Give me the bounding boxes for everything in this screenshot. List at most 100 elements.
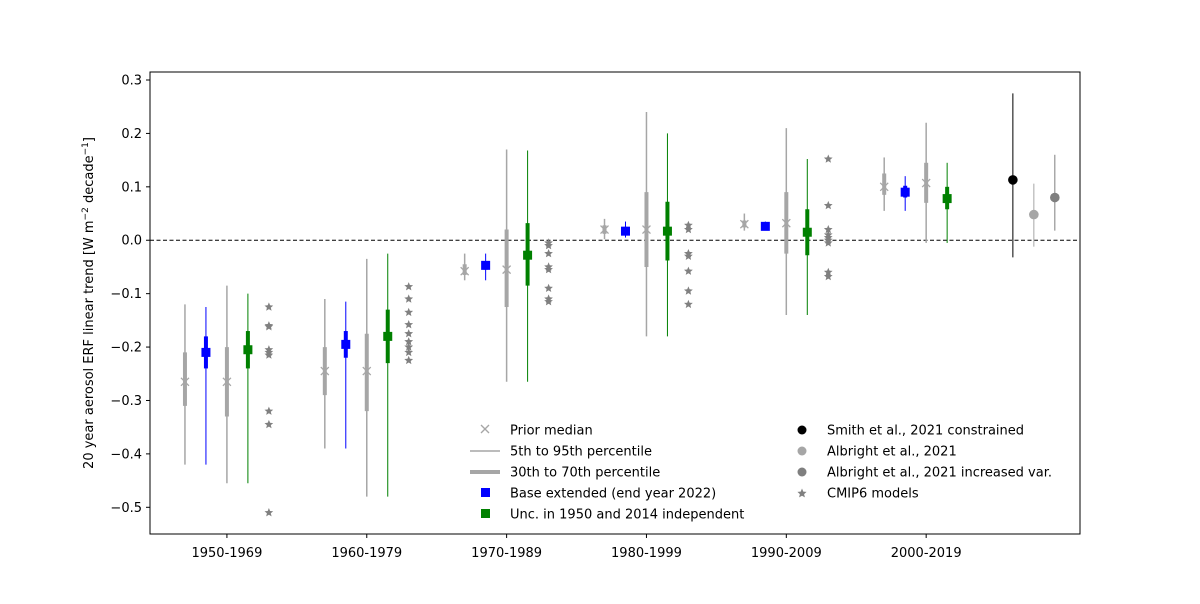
y-tick-label: −0.5	[110, 501, 142, 516]
legend-label-prior-median: Prior median	[510, 424, 593, 439]
y-tick-label: 0.3	[121, 74, 142, 89]
unc-independent-median-marker	[942, 194, 952, 204]
legend-item-base-extended: Base extended (end year 2022)	[481, 487, 716, 502]
cmip6-model-star	[544, 241, 553, 250]
legend-label-albright: Albright et al., 2021	[827, 445, 957, 460]
cmip6-model-star	[684, 299, 693, 309]
y-axis-label: 20 year aerosol ERF linear trend [W m−2 …	[81, 137, 97, 469]
y-tick-label: 0.2	[121, 127, 142, 142]
cmip6-model-star	[264, 322, 274, 331]
legend-item-smith: Smith et al., 2021 constrained	[797, 424, 1024, 439]
prior-median-b-median-x	[362, 366, 372, 376]
legend-label-cmip6: CMIP6 models	[827, 487, 919, 502]
legend: Prior median 5th to 95th percentile 30th…	[470, 424, 1052, 523]
prior-median-b-median-x	[642, 225, 651, 235]
cmip6-model-star	[544, 283, 553, 292]
unc-independent-median-marker	[802, 227, 812, 237]
albright-2021-marker	[1029, 209, 1039, 220]
cmip6-model-star	[404, 337, 414, 346]
y-axis-label-sup1: −2	[81, 207, 91, 220]
cmip6-model-star	[404, 329, 414, 338]
x-tick-label: 2000-2019	[891, 546, 962, 561]
x-tick-label: 1960-1979	[331, 546, 402, 561]
legend-label-albright-var: Albright et al., 2021 increased var.	[827, 466, 1052, 481]
cmip6-model-star	[264, 406, 274, 415]
legend-marker-green-square	[481, 509, 490, 518]
cmip6-model-star	[264, 508, 274, 517]
cmip6-model-star	[823, 154, 833, 163]
cmip6-model-star	[264, 302, 274, 311]
prior-median-a-median-x	[180, 377, 190, 387]
x-tick-label: 1950-1969	[191, 546, 262, 561]
prior-median-b-median-x	[222, 377, 232, 387]
unc-independent-median-marker	[383, 331, 393, 341]
y-axis-label-end: ]	[82, 137, 97, 142]
prior-median-a-median-x	[320, 366, 330, 376]
base-extended-median-marker	[900, 187, 910, 197]
unc-independent-median-marker	[662, 226, 672, 236]
legend-item-5th-95th: 5th to 95th percentile	[470, 445, 652, 460]
y-axis-label-sup2: −1	[81, 142, 91, 155]
cmip6-model-star	[684, 225, 693, 234]
unc-independent-median-marker	[243, 345, 253, 355]
cmip6-model-star	[684, 220, 693, 229]
legend-marker-star	[797, 488, 807, 498]
cmip6-model-star	[404, 294, 414, 303]
cmip6-model-star	[823, 225, 833, 234]
base-extended-median-marker	[481, 260, 491, 270]
x-tick-label: 1970-1989	[471, 546, 542, 561]
x-tick-label: 1980-1999	[611, 546, 682, 561]
legend-item-albright-var: Albright et al., 2021 increased var.	[797, 466, 1052, 481]
legend-label-smith: Smith et al., 2021 constrained	[827, 424, 1024, 439]
cmip6-model-star	[404, 355, 414, 365]
base-extended-median-marker	[760, 221, 770, 231]
cmip6-model-star	[823, 267, 833, 276]
legend-marker-lightgrey-circle	[797, 446, 807, 456]
y-tick-label: −0.3	[110, 394, 142, 409]
legend-marker-darkgrey-circle	[797, 467, 807, 477]
legend-marker-x-right	[480, 424, 490, 434]
plot-frame	[149, 71, 1081, 535]
cmip6-model-star	[264, 350, 274, 359]
cmip6-model-star	[823, 200, 833, 210]
legend-item-unc-independent: Unc. in 1950 and 2014 independent	[481, 508, 744, 523]
prior-median-a-median-x	[460, 266, 470, 276]
cmip6-model-star	[823, 272, 833, 281]
cmip6-model-star	[404, 307, 414, 317]
prior-median-a-median-x	[739, 219, 749, 229]
legend-marker-black-circle	[797, 425, 807, 435]
prior-median-a-median-x	[600, 225, 609, 235]
legend-item-prior-median: Prior median	[480, 424, 593, 439]
y-axis-label-mid: decade	[82, 155, 97, 207]
cmip6-model-star	[684, 251, 693, 260]
prior-median-b-median-x	[502, 265, 512, 275]
cmip6-model-star	[684, 266, 693, 275]
cmip6-model-star	[404, 320, 414, 329]
prior-median-b-median-x	[781, 218, 791, 228]
legend-label-5th-95th: 5th to 95th percentile	[510, 445, 652, 460]
cmip6-model-star	[404, 282, 414, 291]
cmip6-model-star	[684, 286, 693, 295]
data-layer	[180, 93, 1060, 517]
svg-text:20 year aerosol ERF linear tre: 20 year aerosol ERF linear trend [W m−2 …	[81, 137, 97, 469]
legend-item-albright: Albright et al., 2021	[797, 445, 957, 460]
unc-independent-median-marker	[523, 250, 533, 260]
prior-median-a-median-x	[879, 182, 889, 192]
x-tick-label: 1990-2009	[751, 546, 822, 561]
legend-item-30th-70th: 30th to 70th percentile	[470, 466, 660, 481]
cmip6-model-star	[823, 238, 833, 247]
cmip6-model-star	[544, 265, 553, 274]
cmip6-model-star	[404, 342, 414, 351]
legend-label-30th-70th: 30th to 70th percentile	[510, 466, 660, 481]
legend-left-column: Prior median 5th to 95th percentile 30th…	[470, 424, 744, 523]
cmip6-model-star	[544, 249, 553, 258]
y-tick-label: −0.1	[110, 287, 142, 302]
axes: −0.5 −0.4 −0.3 −0.2 −0.1 0.0 0.1 0.2 0.3 1950-196…	[110, 74, 1080, 561]
y-tick-label: 0.1	[121, 180, 142, 195]
smith-2021-marker	[1008, 175, 1018, 185]
cmip6-model-star	[404, 347, 414, 357]
base-extended-median-marker	[341, 339, 351, 349]
y-tick-label: −0.4	[110, 447, 142, 462]
legend-marker-blue-square	[481, 488, 490, 497]
base-extended-median-marker	[620, 226, 630, 236]
